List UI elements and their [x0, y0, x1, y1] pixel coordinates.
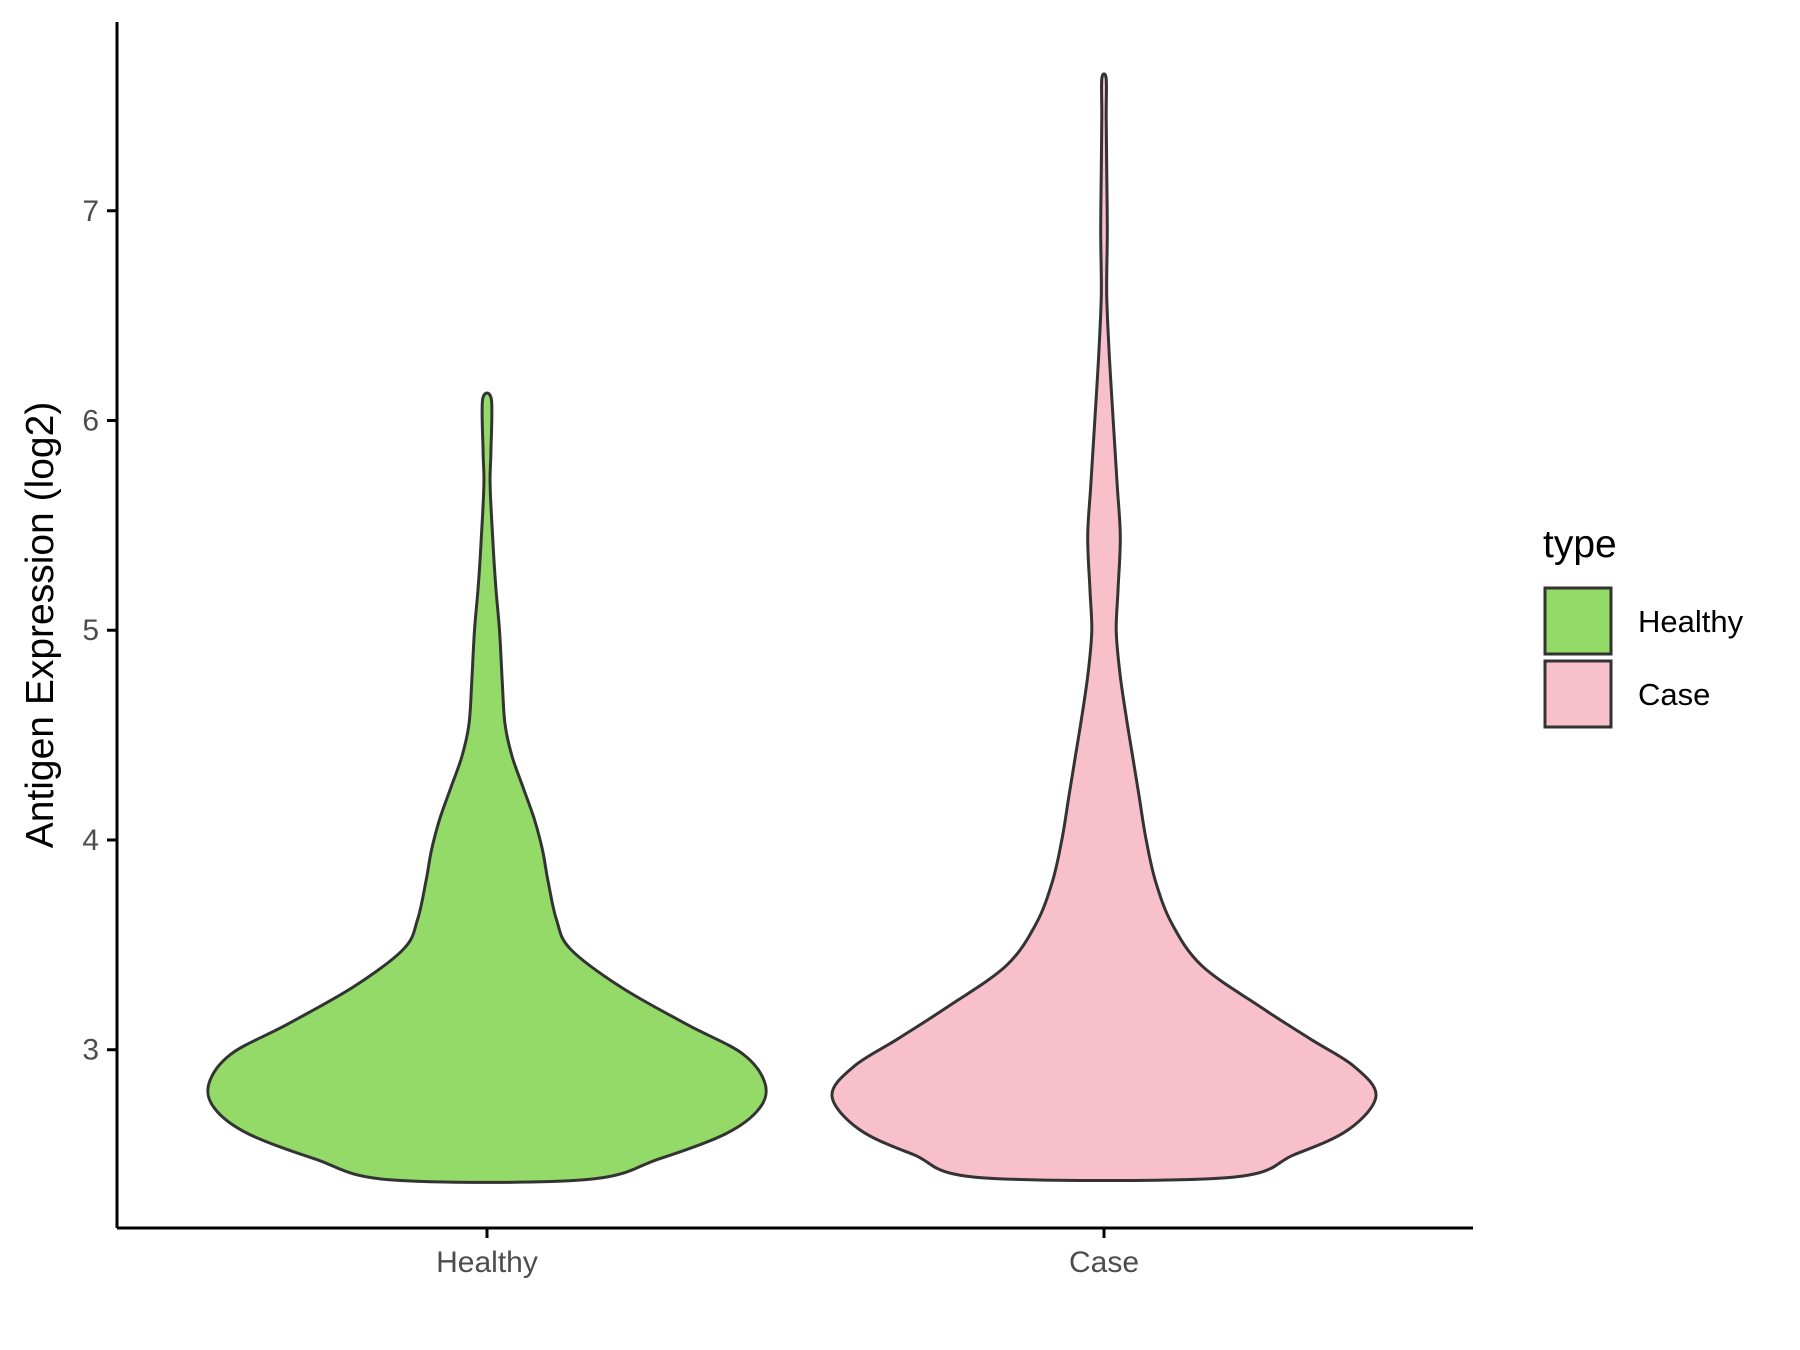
x-axis-ticks: Healthy Case: [436, 1228, 1139, 1279]
legend-title: type: [1543, 523, 1617, 566]
legend-swatch-healthy: [1543, 586, 1613, 656]
y-tick-label: 3: [82, 1034, 99, 1067]
legend-entries: Healthy Case: [1543, 586, 1744, 729]
violin-group: [206, 72, 1378, 1184]
x-tick-label: Case: [1069, 1246, 1139, 1279]
legend-label-healthy: Healthy: [1638, 604, 1744, 639]
violin-case: [830, 72, 1378, 1183]
legend-swatch-case: [1543, 659, 1613, 729]
y-tick-label: 5: [82, 614, 99, 647]
y-axis-title: Antigen Expression (log2): [19, 402, 62, 849]
y-tick-label: 7: [82, 195, 99, 228]
y-tick-label: 6: [82, 405, 99, 438]
legend-label-case: Case: [1638, 677, 1710, 712]
y-tick-label: 4: [82, 824, 99, 857]
y-axis-ticks: 3 4 5 6 7: [82, 195, 117, 1067]
legend: type Healthy Case: [1543, 523, 1744, 729]
violin-healthy: [206, 391, 768, 1184]
x-tick-label: Healthy: [436, 1246, 538, 1279]
